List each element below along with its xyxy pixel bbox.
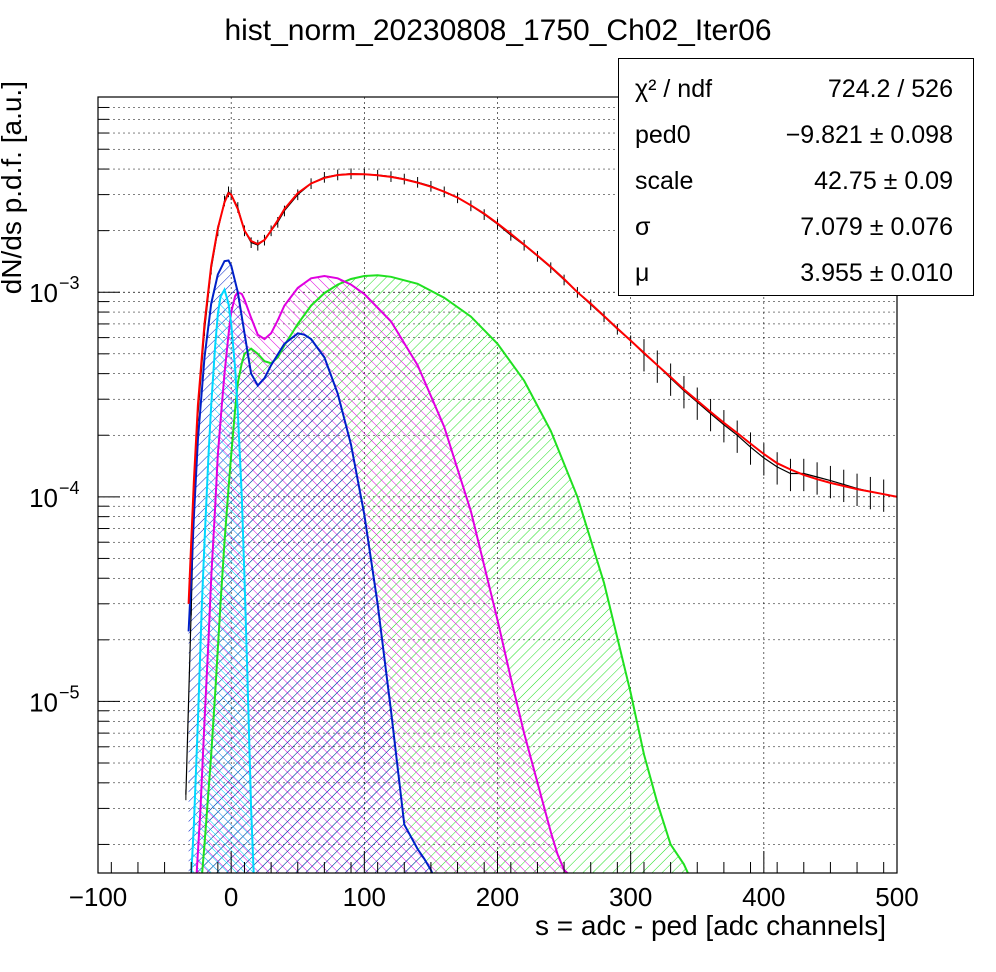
stat-value: 7.079 ± 0.076 xyxy=(800,213,953,241)
x-tick-label: 100 xyxy=(343,882,386,912)
x-tick-label: 400 xyxy=(742,882,785,912)
y-tick-exponent: −3 xyxy=(59,273,80,293)
stat-name: ped0 xyxy=(635,121,691,149)
stat-value: 3.955 ± 0.010 xyxy=(800,259,953,287)
stat-name: σ xyxy=(635,213,651,241)
x-tick-label: 500 xyxy=(875,882,918,912)
y-axis-title: dN/ds p.d.f. [a.u.] xyxy=(0,81,27,295)
component-curve-k3 xyxy=(195,274,569,873)
total-fit-curve xyxy=(187,173,897,604)
stat-row-chi2: χ² / ndf 724.2 / 526 xyxy=(619,65,973,111)
stat-row-ped0: ped0 −9.821 ± 0.098 xyxy=(619,111,973,157)
y-tick-exponent: −5 xyxy=(59,682,80,702)
component-curve-k1 xyxy=(190,287,255,873)
y-tick-exponent: −4 xyxy=(59,478,80,498)
component-curve-k2 xyxy=(187,259,434,873)
fit-stats-box: χ² / ndf 724.2 / 526 ped0 −9.821 ± 0.098… xyxy=(618,58,974,296)
stat-row-mu: μ 3.955 ± 0.010 xyxy=(619,249,973,295)
x-tick-label: 0 xyxy=(224,882,238,912)
stat-name: scale xyxy=(635,167,694,195)
component-curve-k4 xyxy=(201,274,689,873)
y-tick-label: 10 xyxy=(29,483,58,513)
x-tick-label: 200 xyxy=(476,882,519,912)
stat-name: χ² / ndf xyxy=(635,75,713,103)
stat-value: 42.75 ± 0.09 xyxy=(814,167,953,195)
x-axis-title: s = adc - ped [adc channels] xyxy=(535,910,886,941)
y-tick-label: 10 xyxy=(29,278,58,308)
x-tick-label: 300 xyxy=(609,882,652,912)
stat-value: −9.821 ± 0.098 xyxy=(785,121,953,149)
stat-name: μ xyxy=(635,259,650,287)
stat-row-sigma: σ 7.079 ± 0.076 xyxy=(619,203,973,249)
stat-row-scale: scale 42.75 ± 0.09 xyxy=(619,157,973,203)
chart-title: hist_norm_20230808_1750_Ch02_Iter06 xyxy=(224,14,772,47)
y-tick-label: 10 xyxy=(29,687,58,717)
stat-value: 724.2 / 526 xyxy=(827,75,953,103)
x-tick-label: −100 xyxy=(69,882,128,912)
